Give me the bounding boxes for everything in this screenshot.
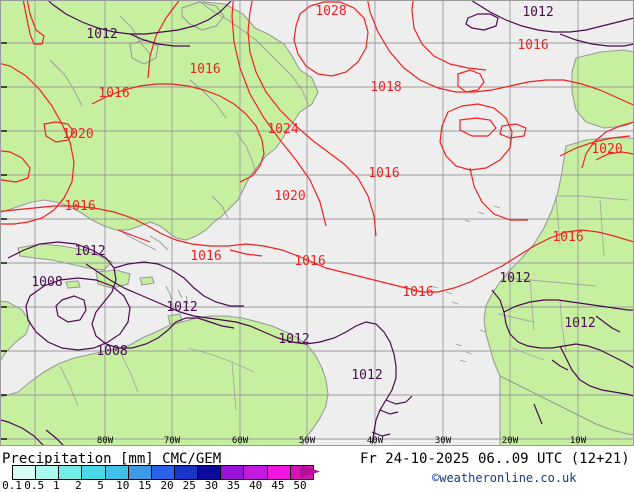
precipitation-colorbar[interactable] xyxy=(12,465,314,480)
colorbar-tick-2: 2 xyxy=(75,479,82,492)
svg-text:1012: 1012 xyxy=(166,300,197,315)
svg-text:1008: 1008 xyxy=(31,275,62,290)
colorbar-tick-45: 45 xyxy=(271,479,285,492)
colorbar-overflow-arrow xyxy=(300,465,320,478)
colorbar-tick-0.5: 0.5 xyxy=(24,479,45,492)
lon-tick-50w: 50W xyxy=(298,436,316,446)
isobar-labels: 1016 1020 1028 1024 1016 1018 1016 1020 … xyxy=(31,4,622,383)
colorbar-tick-50: 50 xyxy=(293,479,307,492)
colorbar-segment-5 xyxy=(127,466,151,479)
land-guinea-coast xyxy=(499,375,634,446)
svg-text:1016: 1016 xyxy=(517,38,548,53)
svg-text:1016: 1016 xyxy=(294,254,325,269)
colorbar-tick-40: 40 xyxy=(249,479,263,492)
svg-text:1016: 1016 xyxy=(190,249,221,264)
colorbar-segment-2 xyxy=(58,466,82,479)
colorbar-segment-7 xyxy=(173,466,198,479)
colorbar-segment-11 xyxy=(266,466,290,479)
svg-text:1016: 1016 xyxy=(402,285,433,300)
svg-text:1020: 1020 xyxy=(274,189,305,204)
svg-text:1020: 1020 xyxy=(62,127,93,142)
land-newfoundland xyxy=(181,1,225,31)
svg-text:1016: 1016 xyxy=(552,230,583,245)
svg-text:1012: 1012 xyxy=(522,5,553,20)
land-hispaniola xyxy=(95,269,131,289)
colorbar-segment-3 xyxy=(81,466,105,479)
svg-text:1012: 1012 xyxy=(278,332,309,347)
land-central-america xyxy=(0,300,31,362)
colorbar-segment-6 xyxy=(150,466,174,479)
isobars-high xyxy=(0,0,634,293)
land-iberia xyxy=(571,49,634,129)
map-canvas[interactable]: 1016 1020 1028 1024 1016 1018 1016 1020 … xyxy=(0,0,634,446)
coastline-detail xyxy=(49,1,501,363)
colorbar-segment-10 xyxy=(243,466,267,479)
isobars-low xyxy=(0,0,634,446)
colorbar-tick-labels: 0.1 0.5 1 2 5 10 15 20 25 30 35 40 45 50 xyxy=(0,479,330,492)
colorbar-tick-10: 10 xyxy=(116,479,130,492)
colorbar-tick-15: 15 xyxy=(138,479,152,492)
colorbar-segment-1 xyxy=(35,466,59,479)
latitude-ticks xyxy=(0,42,7,440)
svg-text:1028: 1028 xyxy=(315,4,346,19)
colorbar-tick-5: 5 xyxy=(97,479,104,492)
svg-text:1012: 1012 xyxy=(74,244,105,259)
svg-text:1008: 1008 xyxy=(96,344,127,359)
colorbar-tick-1: 1 xyxy=(52,479,60,492)
lon-tick-70w: 70W xyxy=(163,436,181,446)
lon-tick-30w: 30W xyxy=(434,436,452,446)
colorbar-tick-30: 30 xyxy=(204,479,218,492)
footer: Precipitation [mm] CMC/GEM Fr 24-10-2025… xyxy=(0,446,634,492)
lon-tick-20w: 20W xyxy=(501,436,519,446)
colorbar-segment-9 xyxy=(220,466,244,479)
land-northwest-africa xyxy=(483,137,634,446)
colorbar-tick-20: 20 xyxy=(160,479,174,492)
lon-tick-60w: 60W xyxy=(231,436,249,446)
svg-text:1016: 1016 xyxy=(189,62,220,77)
graticule xyxy=(0,0,634,446)
svg-text:1024: 1024 xyxy=(267,122,298,137)
land-south-america xyxy=(0,315,329,446)
colorbar-tick-25: 25 xyxy=(182,479,196,492)
colorbar-segment-4 xyxy=(104,466,128,479)
svg-text:1016: 1016 xyxy=(64,199,95,214)
colorbar-tick-0.1: 0.1 xyxy=(2,479,22,492)
land-puerto-rico xyxy=(139,276,155,286)
svg-text:1016: 1016 xyxy=(98,86,129,101)
land-cuba xyxy=(17,243,113,271)
svg-text:1016: 1016 xyxy=(368,166,399,181)
colorbar-segment-0 xyxy=(13,466,36,479)
forecast-datetime: Fr 24-10-2025 06..09 UTC (12+21) xyxy=(360,451,630,467)
svg-text:1018: 1018 xyxy=(370,80,401,95)
svg-text:1012: 1012 xyxy=(86,27,117,42)
colorbar-tick-35: 35 xyxy=(226,479,241,492)
lon-tick-80w: 80W xyxy=(96,436,114,446)
watermark: ©weatheronline.co.uk xyxy=(432,471,577,485)
svg-text:1020: 1020 xyxy=(591,142,622,157)
product-title: Precipitation [mm] CMC/GEM xyxy=(2,451,222,467)
colorbar-segment-8 xyxy=(197,466,221,479)
svg-text:1012: 1012 xyxy=(499,271,530,286)
land-jamaica xyxy=(65,280,81,289)
svg-text:1012: 1012 xyxy=(351,368,382,383)
svg-text:1012: 1012 xyxy=(564,316,595,331)
lon-tick-10w: 10W xyxy=(569,436,587,446)
lon-tick-40w: 40W xyxy=(366,436,384,446)
